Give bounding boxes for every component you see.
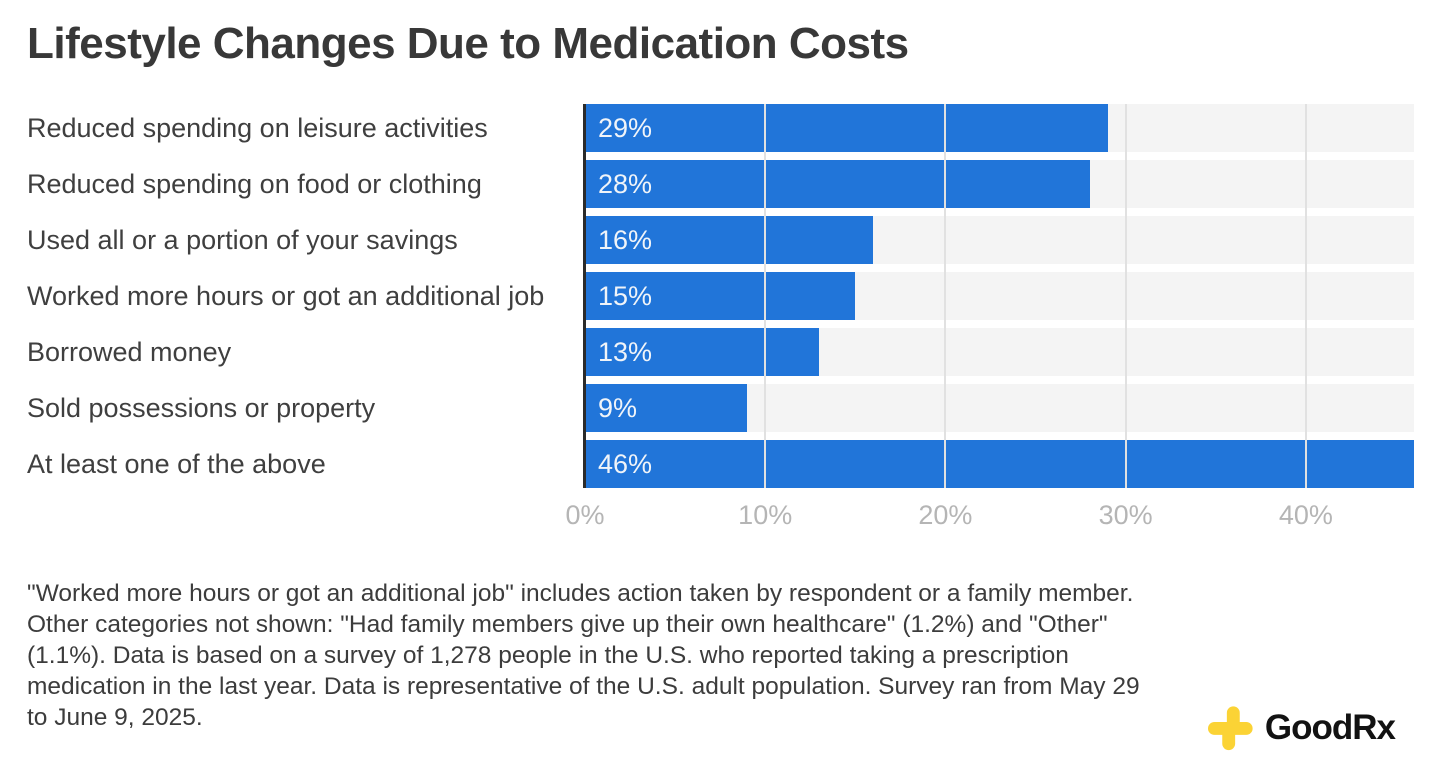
bar-value-label: 46% xyxy=(598,448,653,479)
goodrx-logo-text: GoodRx xyxy=(1264,708,1396,747)
chart-title: Lifestyle Changes Due to Medication Cost… xyxy=(27,19,909,68)
bar: 15% xyxy=(585,272,856,320)
bar-track: 13% xyxy=(585,328,1414,376)
bar-track: 28% xyxy=(585,160,1414,208)
gridline xyxy=(1304,104,1307,488)
category-label: Reduced spending on food or clothing xyxy=(27,168,482,199)
category-label: Sold possessions or property xyxy=(27,392,376,423)
bar-track: 9% xyxy=(585,384,1414,432)
bar: 28% xyxy=(585,160,1090,208)
goodrx-logo: GoodRx xyxy=(1207,705,1396,751)
y-axis-line xyxy=(583,104,586,488)
bar: 46% xyxy=(585,440,1414,488)
category-label: Reduced spending on leisure activities xyxy=(27,112,488,143)
category-label: At least one of the above xyxy=(27,448,326,479)
gridline xyxy=(764,104,767,488)
x-axis: 0% 10% 20% 30% 40% xyxy=(565,500,1414,538)
bar: 29% xyxy=(585,104,1108,152)
bar-track: 15% xyxy=(585,272,1414,320)
bar-value-label: 13% xyxy=(598,336,653,367)
x-axis-tick-label: 30% xyxy=(1098,500,1153,530)
bar-chart: Reduced spending on leisure activities R… xyxy=(27,104,1414,538)
category-label: Borrowed money xyxy=(27,336,232,367)
bar-track: 16% xyxy=(585,216,1414,264)
bar: 13% xyxy=(585,328,820,376)
bar-value-label: 16% xyxy=(598,224,653,255)
bar-value-label: 9% xyxy=(598,392,638,423)
footnote-text: "Worked more hours or got an additional … xyxy=(27,580,1140,731)
plot-column: 29% 28% 16% 15% xyxy=(565,104,1414,538)
x-axis-tick-label: 40% xyxy=(1278,500,1333,530)
gridline xyxy=(944,104,947,488)
bar: 16% xyxy=(585,216,874,264)
x-axis-tick-label: 0% xyxy=(565,500,605,530)
bar-value-label: 29% xyxy=(598,112,653,143)
category-labels-column: Reduced spending on leisure activities R… xyxy=(27,104,585,538)
plot-area: 29% 28% 16% 15% xyxy=(583,104,1414,488)
bar-track: 46% xyxy=(585,440,1414,488)
goodrx-cross-icon xyxy=(1207,706,1253,751)
infographic-page: Lifestyle Changes Due to Medication Cost… xyxy=(0,20,1440,779)
gridline xyxy=(1124,104,1127,488)
bar: 9% xyxy=(585,384,748,432)
category-label: Used all or a portion of your savings xyxy=(27,224,458,255)
bar-value-label: 28% xyxy=(598,168,653,199)
bar-value-label: 15% xyxy=(598,280,653,311)
x-axis-tick-label: 10% xyxy=(738,500,793,530)
x-axis-tick-label: 20% xyxy=(918,500,973,530)
category-label: Worked more hours or got an additional j… xyxy=(27,280,545,311)
bar-track: 29% xyxy=(585,104,1414,152)
